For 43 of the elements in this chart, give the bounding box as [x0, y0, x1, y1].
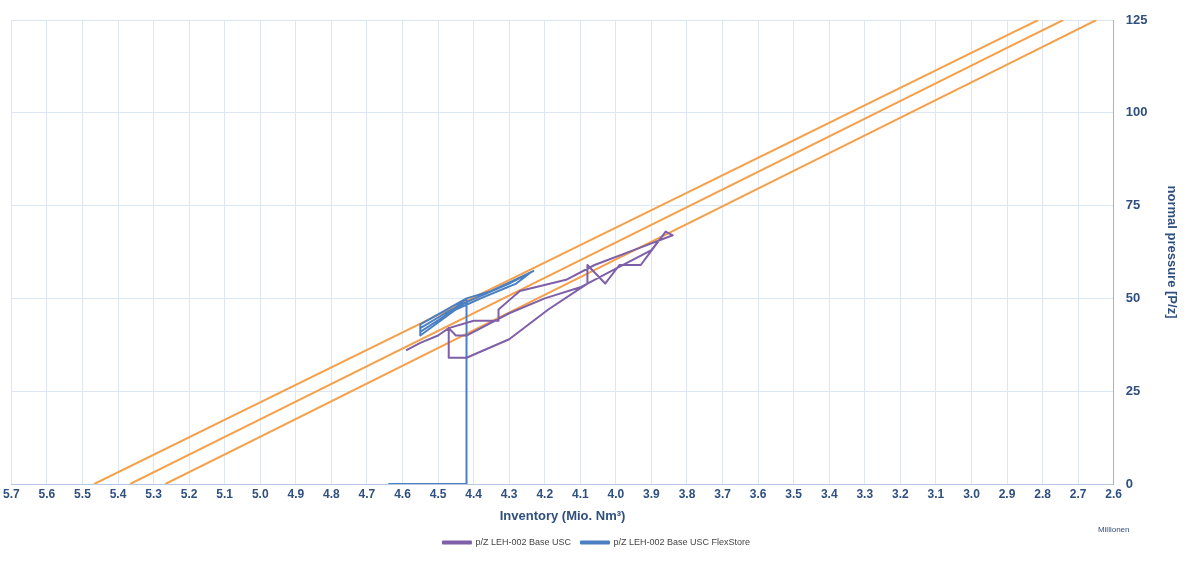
x-tick-label: 5.0 — [251, 486, 269, 501]
x-tick-label: 3.4 — [820, 486, 838, 501]
y-tick-label: 125 — [1125, 11, 1148, 27]
x-tick-label: 2.8 — [1034, 486, 1052, 501]
x-tick-label: 3.7 — [714, 486, 732, 501]
y-tick-label: 25 — [1125, 382, 1141, 398]
x-tick-label: 3.3 — [856, 486, 874, 501]
x-tick-label: 4.4 — [465, 486, 483, 501]
x-tick-label: 4.3 — [500, 486, 518, 501]
x-tick-label: 3.8 — [678, 486, 696, 501]
text: Millionen — [1097, 525, 1130, 535]
x-tick-label: 4.1 — [571, 486, 589, 501]
x-axis-title: Inventory (Mio. Nm³) — [499, 507, 626, 523]
x-tick-label: 5.4 — [109, 486, 127, 501]
legend-label: p/Z LEH-002 Base USC FlexStore — [613, 536, 751, 547]
x-tick-label: 4.0 — [607, 486, 625, 501]
x-tick-label: 5.7 — [3, 486, 20, 501]
x-tick-label: 2.7 — [1069, 486, 1087, 501]
y-tick-label: 0 — [1125, 475, 1133, 491]
x-tick-label: 5.3 — [145, 486, 163, 501]
x-tick-label: 3.2 — [892, 486, 910, 501]
x-tick-label: 4.9 — [287, 486, 305, 501]
x-tick-label: 3.1 — [927, 486, 945, 501]
legend-label: p/Z LEH-002 Base USC — [475, 536, 572, 547]
x-tick-label: 3.9 — [643, 486, 661, 501]
x-tick-label: 4.2 — [536, 486, 554, 501]
x-tick-label: 5.6 — [38, 486, 56, 501]
x-tick-label: 5.1 — [216, 486, 234, 501]
x-tick-label: 5.2 — [180, 486, 198, 501]
x-tick-label: 2.9 — [998, 486, 1016, 501]
x-tick-label: 2.6 — [1105, 486, 1123, 501]
x-tick-label: 4.5 — [429, 486, 447, 501]
x-tick-label: 3.5 — [785, 486, 803, 501]
x-tick-label: 4.8 — [323, 486, 341, 501]
x-tick-label: 4.6 — [394, 486, 412, 501]
y-axis-title: normal pressure [P/z] — [1164, 185, 1180, 319]
x-tick-label: 5.5 — [74, 486, 92, 501]
y-tick-label: 100 — [1125, 104, 1148, 120]
x-tick-label: 4.7 — [358, 486, 376, 501]
y-tick-label: 50 — [1125, 289, 1141, 305]
y-tick-label: 75 — [1125, 197, 1141, 213]
x-tick-label: 3.0 — [963, 486, 981, 501]
x-tick-label: 3.6 — [749, 486, 767, 501]
